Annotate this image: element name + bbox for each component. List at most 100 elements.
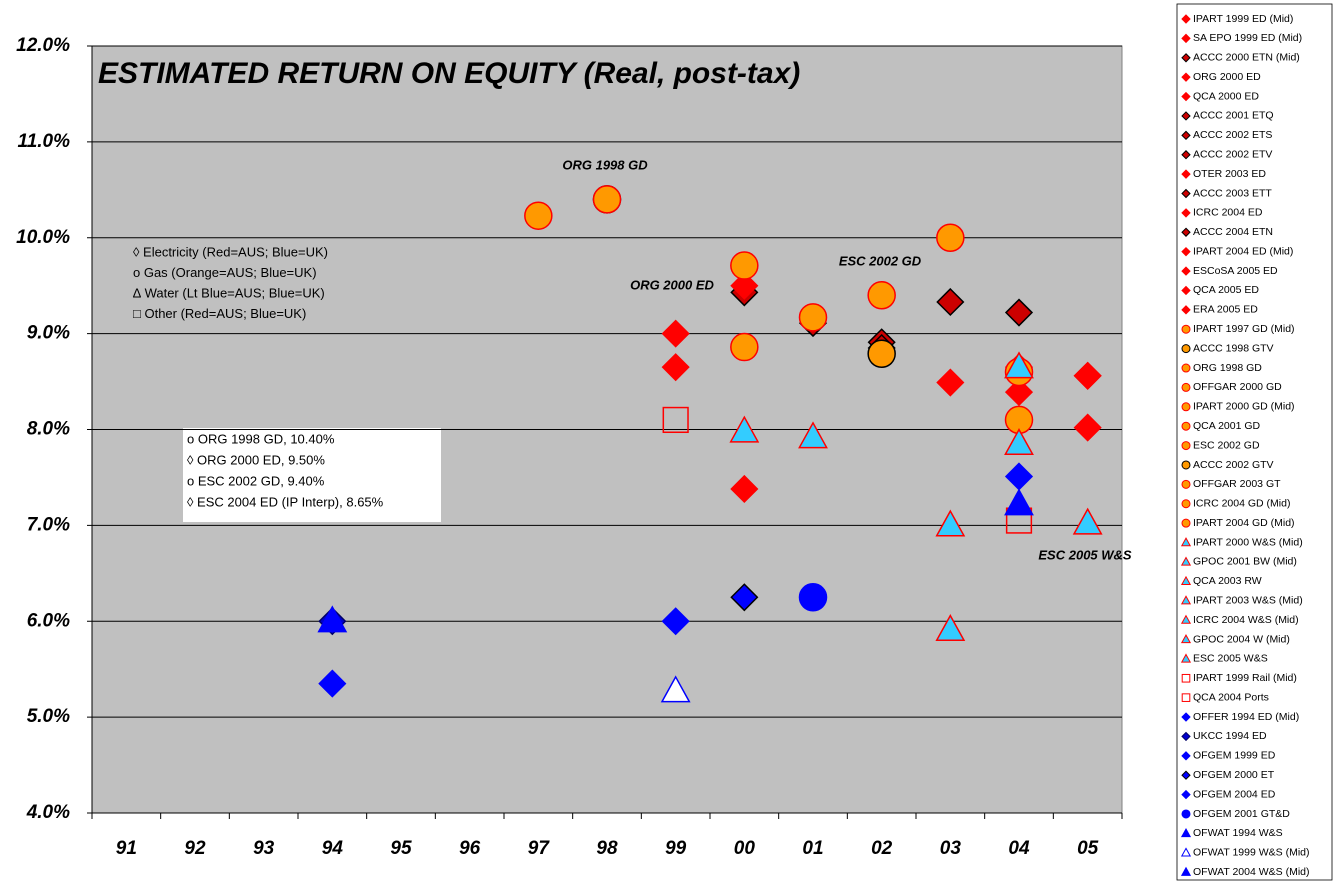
legend-label: ESCoSA 2005 ED [1193, 265, 1278, 277]
legend-marker [1181, 363, 1191, 373]
legend-label: OFWAT 2004 W&S (Mid) [1193, 866, 1310, 878]
legend-label: ORG 2000 ED [1193, 71, 1261, 83]
legend-label: IPART 1999 ED (Mid) [1193, 13, 1293, 25]
legend-label: IPART 2000 W&S (Mid) [1193, 536, 1303, 548]
legend-marker [1180, 556, 1192, 566]
point [1004, 298, 1034, 327]
y-tick-label: 7.0% [27, 514, 70, 535]
legend-marker [1181, 305, 1191, 315]
legend-label: ESC 2002 GD [1193, 439, 1260, 451]
x-tick-label: 96 [459, 838, 481, 859]
point [318, 669, 347, 698]
x-tick-label: 94 [322, 838, 344, 859]
point [1004, 378, 1034, 407]
y-tick-label: 11.0% [18, 131, 71, 152]
point [798, 583, 828, 612]
point [592, 185, 622, 214]
point [730, 251, 759, 280]
legend-marker [1181, 111, 1191, 121]
legend-marker [1181, 344, 1191, 354]
point [524, 201, 553, 230]
point [936, 368, 965, 397]
legend-label: QCA 2001 GD [1193, 420, 1261, 432]
box-line: o ORG 1998 GD, 10.40% [187, 431, 335, 446]
point [660, 675, 691, 703]
legend-marker [1180, 537, 1192, 547]
x-tick-label: 93 [253, 838, 275, 859]
legend-label: OFGEM 2000 ET [1193, 769, 1275, 781]
point [1073, 361, 1102, 390]
legend-label: QCA 2000 ED [1193, 90, 1259, 102]
y-tick-label: 8.0% [27, 419, 70, 440]
legend-marker [1181, 33, 1191, 44]
annotation: ORG 1998 GD [562, 157, 648, 172]
point [730, 332, 759, 362]
legend-label: ACCC 1998 GTV [1193, 342, 1274, 354]
legend-label: GPOC 2004 W (Mid) [1193, 633, 1290, 645]
legend-marker [1181, 402, 1191, 412]
note: ∆ Water (Lt Blue=AUS; Blue=UK) [133, 285, 325, 300]
legend-label: ESC 2005 W&S [1193, 653, 1268, 665]
box-line: ◊ ORG 2000 ED, 9.50% [187, 452, 325, 467]
legend-marker [1181, 460, 1191, 470]
legend-marker [1181, 53, 1191, 63]
legend-marker [1181, 499, 1191, 509]
legend-label: ACCC 2002 GTV [1193, 459, 1274, 471]
note: ◊ Electricity (Red=AUS; Blue=UK) [133, 244, 328, 259]
legend-marker [1181, 673, 1191, 683]
x-tick-label: 99 [665, 838, 687, 859]
legend-label: QCA 2005 ED [1193, 284, 1259, 296]
legend-label: GPOC 2001 BW (Mid) [1193, 556, 1297, 568]
point [798, 421, 828, 449]
legend-marker [1181, 169, 1191, 179]
point [661, 319, 690, 348]
x-tick-label: 05 [1077, 838, 1099, 859]
legend-label: OFWAT 1994 W&S [1193, 827, 1283, 839]
x-tick-label: 98 [596, 838, 618, 859]
legend-marker [1181, 150, 1191, 160]
legend-label: ACCC 2002 ETV [1193, 149, 1272, 161]
legend-marker [1181, 770, 1191, 780]
legend-marker [1181, 266, 1191, 276]
point [730, 474, 759, 504]
legend-marker [1181, 751, 1191, 761]
legend-marker [1181, 14, 1191, 24]
annotation: ORG 2000 ED [630, 277, 714, 292]
legend-marker [1181, 324, 1191, 334]
legend-marker [1180, 653, 1192, 663]
legend-marker [1181, 227, 1191, 237]
legend-label: UKCC 1994 ED [1193, 730, 1267, 742]
legend-marker [1181, 441, 1191, 451]
y-tick-label: 6.0% [27, 610, 70, 631]
legend-marker [1181, 479, 1191, 489]
legend-label: IPART 2003 W&S (Mid) [1193, 594, 1303, 606]
legend-marker [1181, 693, 1191, 702]
point [662, 406, 689, 434]
point [867, 281, 896, 310]
legend-marker [1180, 866, 1192, 876]
legend-marker [1180, 575, 1192, 586]
point [1072, 507, 1103, 535]
legend-label: ERA 2005 ED [1193, 304, 1258, 316]
point [661, 353, 690, 382]
legend-marker [1181, 809, 1191, 819]
legend-label: IPART 2004 ED (Mid) [1193, 245, 1293, 257]
legend-label: OFFER 1994 ED (Mid) [1193, 711, 1299, 723]
x-tick-label: 00 [734, 838, 756, 859]
box-line: o ESC 2002 GD, 9.40% [187, 473, 325, 488]
legend-label: OFGEM 1999 ED [1193, 750, 1276, 762]
legend-label: OFWAT 1999 W&S (Mid) [1193, 847, 1310, 859]
note: o Gas (Orange=AUS; Blue=UK) [133, 265, 317, 280]
point [1004, 428, 1034, 456]
point [661, 607, 690, 636]
legend-label: ACCC 2000 ETN (Mid) [1193, 52, 1300, 64]
legend-marker [1181, 731, 1191, 742]
legend-label: OFGEM 2001 GT&D [1193, 808, 1290, 820]
legend-marker [1180, 614, 1192, 624]
legend-label: IPART 2000 GD (Mid) [1193, 401, 1295, 413]
legend-marker [1181, 285, 1191, 296]
point [1073, 413, 1102, 442]
legend-marker [1181, 72, 1191, 82]
legend-label: OFGEM 2004 ED [1193, 788, 1276, 800]
